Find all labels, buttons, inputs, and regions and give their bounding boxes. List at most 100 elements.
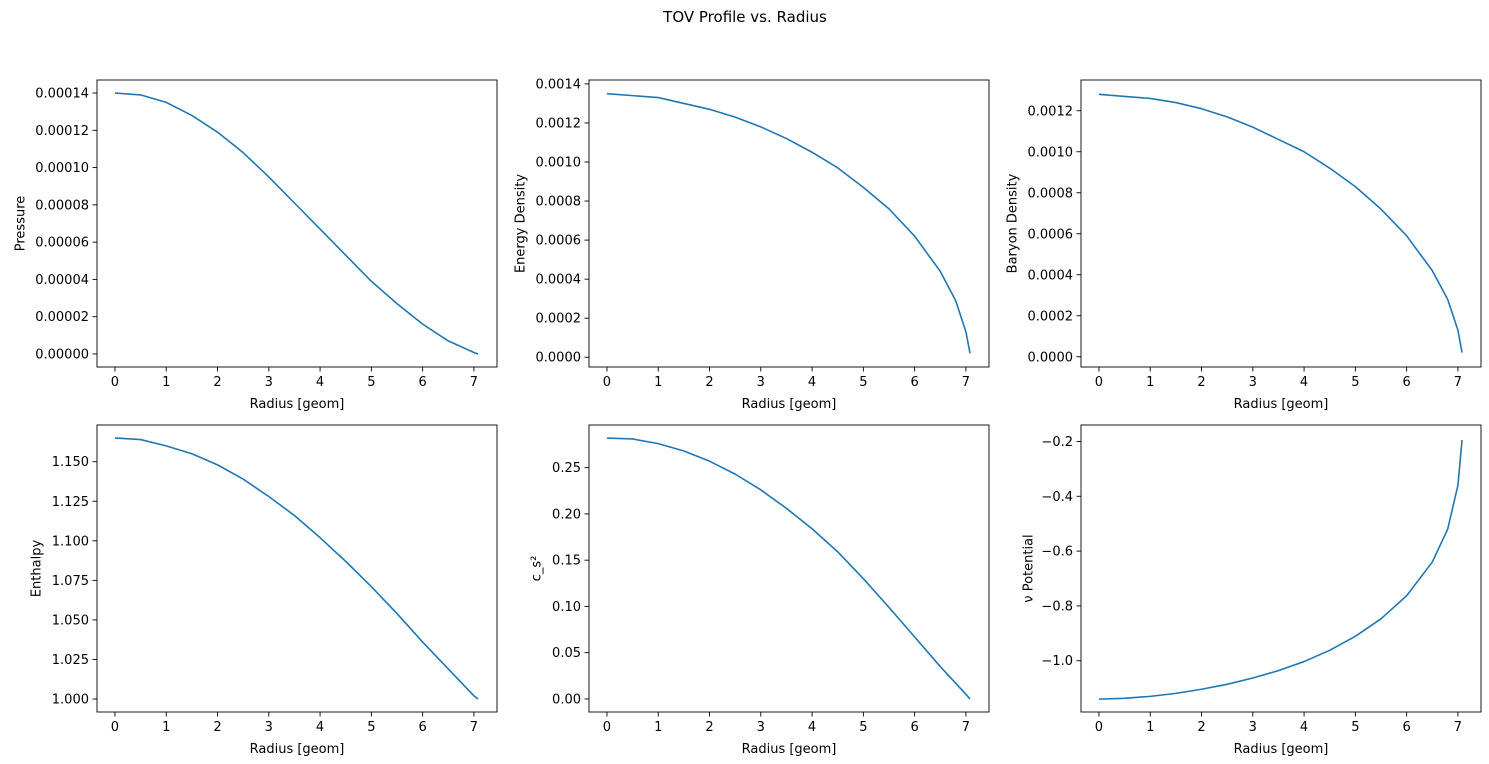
y-tick-label: 0.0002 <box>1028 309 1074 324</box>
x-tick-label: 6 <box>1403 720 1411 735</box>
x-tick-label: 1 <box>1146 720 1154 735</box>
y-tick-label: 0.0008 <box>1028 186 1074 201</box>
x-tick-label: 0 <box>603 720 611 735</box>
y-tick-label: 0.00010 <box>35 161 89 176</box>
subplot-5: 0 1 2 3 4 5 6 7 0.00 0.05 0.10 0.15 0.20 0.25 Radius [… <box>530 424 990 757</box>
y-tick-label: 0.0000 <box>1028 350 1074 365</box>
x-tick-label: 0 <box>1095 720 1103 735</box>
y-tick-label: −0.8 <box>1041 599 1073 614</box>
y-tick-label: 0.0014 <box>536 77 582 92</box>
axes-frame <box>588 79 990 368</box>
axes-frame <box>1080 424 1482 713</box>
axes-frame <box>1080 79 1482 368</box>
y-tick-label: 1.075 <box>52 574 89 589</box>
series-line-1 <box>1098 93 1463 353</box>
x-tick-label: 1 <box>654 720 662 735</box>
x-axis-label: Radius [geom] <box>742 397 837 412</box>
y-tick-label: 0.10 <box>552 600 581 615</box>
x-tick-label: 0 <box>111 375 119 390</box>
x-axis-label: Radius [geom] <box>1234 397 1329 412</box>
y-tick-label: 0.0002 <box>536 312 582 327</box>
y-tick-label: 1.125 <box>52 495 89 510</box>
x-tick-label: 4 <box>316 720 324 735</box>
x-tick-label: 2 <box>1197 375 1205 390</box>
x-tick-label: 0 <box>603 375 611 390</box>
y-tick-label: 0.0004 <box>536 273 582 288</box>
x-axis-label: Radius [geom] <box>250 397 345 412</box>
y-tick-label: 0.00014 <box>35 87 89 102</box>
y-tick-label: 0.0008 <box>536 195 582 210</box>
subplot-1: 0 1 2 3 4 5 6 7 0.00000 0.00002 0.00004 0.00006 0.00… <box>13 79 498 412</box>
x-tick-label: 7 <box>962 375 970 390</box>
axes-frame <box>588 424 990 713</box>
axes-frame <box>96 424 498 713</box>
x-tick-label: 7 <box>470 720 478 735</box>
x-tick-label: 5 <box>367 375 375 390</box>
series-line-1 <box>114 437 479 700</box>
y-tick-label: 1.100 <box>52 534 89 549</box>
y-tick-label: 0.00000 <box>35 347 89 362</box>
y-tick-label: 0.00004 <box>35 273 89 288</box>
x-tick-label: 3 <box>265 720 273 735</box>
axes-frame <box>96 79 498 368</box>
x-tick-label: 4 <box>316 375 324 390</box>
y-tick-label: −0.2 <box>1041 435 1073 450</box>
figure-suptitle: TOV Profile vs. Radius <box>662 8 827 26</box>
x-tick-label: 7 <box>470 375 478 390</box>
x-tick-label: 1 <box>654 375 662 390</box>
y-tick-label: 0.0010 <box>1028 145 1074 160</box>
x-tick-label: 4 <box>1300 720 1308 735</box>
y-tick-label: 0.20 <box>552 507 581 522</box>
y-tick-label: −0.4 <box>1041 490 1073 505</box>
x-tick-label: 0 <box>1095 375 1103 390</box>
y-axis-label: Baryon Density <box>1005 173 1020 273</box>
y-tick-label: 0.0000 <box>536 351 582 366</box>
x-tick-label: 3 <box>265 375 273 390</box>
x-tick-label: 3 <box>1249 375 1257 390</box>
x-tick-label: 0 <box>111 720 119 735</box>
x-tick-label: 6 <box>911 375 919 390</box>
x-tick-label: 2 <box>705 375 713 390</box>
x-tick-label: 4 <box>1300 375 1308 390</box>
y-tick-label: 0.00006 <box>35 236 89 251</box>
x-tick-label: 5 <box>367 720 375 735</box>
x-tick-label: 6 <box>1403 375 1411 390</box>
x-tick-label: 6 <box>911 720 919 735</box>
x-tick-label: 3 <box>757 720 765 735</box>
y-tick-label: 0.0006 <box>536 234 582 249</box>
x-tick-label: 7 <box>962 720 970 735</box>
y-tick-label: 0.25 <box>552 461 581 476</box>
y-tick-label: 0.0004 <box>1028 268 1074 283</box>
y-tick-label: 0.0012 <box>536 116 582 131</box>
subplot-3: 0 1 2 3 4 5 6 7 0.0000 0.0002 0.0004 0.0006 0.0008 0.… <box>1005 79 1482 412</box>
y-tick-label: 1.150 <box>52 455 89 470</box>
x-tick-label: 3 <box>1249 720 1257 735</box>
y-tick-label: 1.050 <box>52 613 89 628</box>
y-axis-label: Enthalpy <box>30 540 45 598</box>
x-tick-label: 7 <box>1454 375 1462 390</box>
x-tick-label: 5 <box>859 720 867 735</box>
y-tick-label: 0.00012 <box>35 124 89 139</box>
x-tick-label: 4 <box>808 375 816 390</box>
y-tick-label: 0.15 <box>552 554 581 569</box>
x-tick-label: 5 <box>1351 720 1359 735</box>
series-line-1 <box>1098 440 1463 700</box>
y-tick-label: 1.025 <box>52 653 89 668</box>
y-tick-label: −0.6 <box>1041 545 1073 560</box>
y-tick-label: 0.00008 <box>35 198 89 213</box>
series-line-1 <box>606 92 971 354</box>
x-axis-label: Radius [geom] <box>250 742 345 757</box>
x-tick-label: 2 <box>213 375 221 390</box>
y-tick-label: 0.0012 <box>1028 104 1074 119</box>
x-tick-label: 1 <box>162 375 170 390</box>
y-tick-label: 0.05 <box>552 646 581 661</box>
x-tick-label: 2 <box>1197 720 1205 735</box>
x-axis-label: Radius [geom] <box>1234 742 1329 757</box>
x-axis-label: Radius [geom] <box>742 742 837 757</box>
y-tick-label: 0.00002 <box>35 310 89 325</box>
subplot-2: 0 1 2 3 4 5 6 7 0.0000 0.0002 0.0004 0.0006 0.0008 0.… <box>513 77 990 412</box>
y-axis-label: c_s² <box>530 556 545 582</box>
x-tick-label: 1 <box>162 720 170 735</box>
y-tick-label: 1.000 <box>52 693 89 708</box>
